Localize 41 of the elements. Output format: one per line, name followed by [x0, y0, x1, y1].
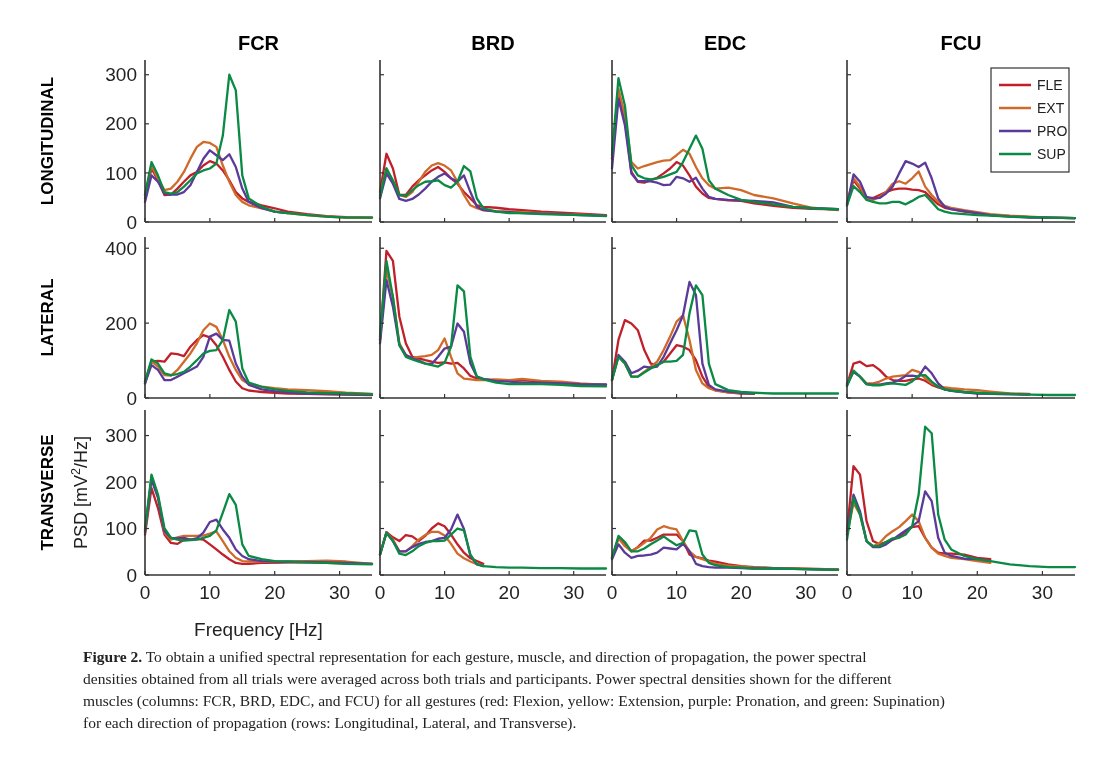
text: LATERAL	[38, 278, 57, 357]
x-tick-label: 20	[498, 582, 520, 603]
text: TRANSVERSE	[38, 434, 57, 551]
x-tick-label: 10	[434, 582, 456, 603]
x-tick-label: 0	[374, 582, 386, 603]
y-tick-label: 300	[105, 425, 137, 447]
x-tick-label: 0	[139, 582, 151, 603]
x-tick-label: 30	[329, 582, 351, 603]
y-tick-label: 100	[105, 162, 137, 184]
x-tick-label: 10	[666, 582, 688, 603]
x-tick-label: 30	[1031, 582, 1053, 603]
text: Figure 2. To obtain a unified spectral representation for each gesture, muscle, and direction of propagation, the power spectral densities obtained from all trials were averaged across both trials and participants. Power spectral densities shown for the different muscles (columns: FCR, BRD, EDC, and FCU) for all gestures (red: Flexion, yellow: Extension, purple: Pronation, and green: Supination) for each direction of propagation (rows: Longitudinal, Lateral, and Transverse).	[83, 648, 946, 731]
x-tick-label: 10	[901, 582, 923, 603]
legend-label: FLE	[1037, 76, 1063, 93]
x-tick-label: 20	[966, 582, 988, 603]
chart-title: FCR	[237, 32, 280, 54]
x-tick-label: 20	[730, 582, 752, 603]
chart-title: FCU	[940, 32, 982, 54]
legend-label: SUP	[1037, 145, 1066, 162]
x-tick-label: 0	[841, 582, 853, 603]
x-axis-title: Frequency [Hz]	[194, 619, 323, 640]
y-tick-label: 300	[105, 64, 137, 86]
x-tick-label: 30	[563, 582, 585, 603]
text: LONGITUDINAL	[38, 76, 57, 206]
x-tick-label: 10	[199, 582, 221, 603]
y-tick-label: 200	[105, 471, 137, 493]
y-tick-label: 100	[105, 518, 137, 540]
y-tick-label: 0	[126, 387, 137, 409]
chart-title: EDC	[703, 32, 747, 54]
chart-title: BRD	[471, 32, 515, 54]
legend-label: PRO	[1037, 122, 1068, 139]
y-tick-label: 0	[126, 564, 137, 586]
x-tick-label: 30	[795, 582, 817, 603]
legend-label: EXT	[1037, 99, 1065, 116]
line-series	[143, 73, 374, 219]
x-tick-label: 20	[264, 582, 286, 603]
y-tick-label: 400	[105, 237, 137, 259]
y-tick-label: 200	[105, 113, 137, 135]
x-tick-label: 0	[606, 582, 618, 603]
y-tick-label: 0	[126, 211, 137, 233]
y-tick-label: 200	[105, 312, 137, 334]
